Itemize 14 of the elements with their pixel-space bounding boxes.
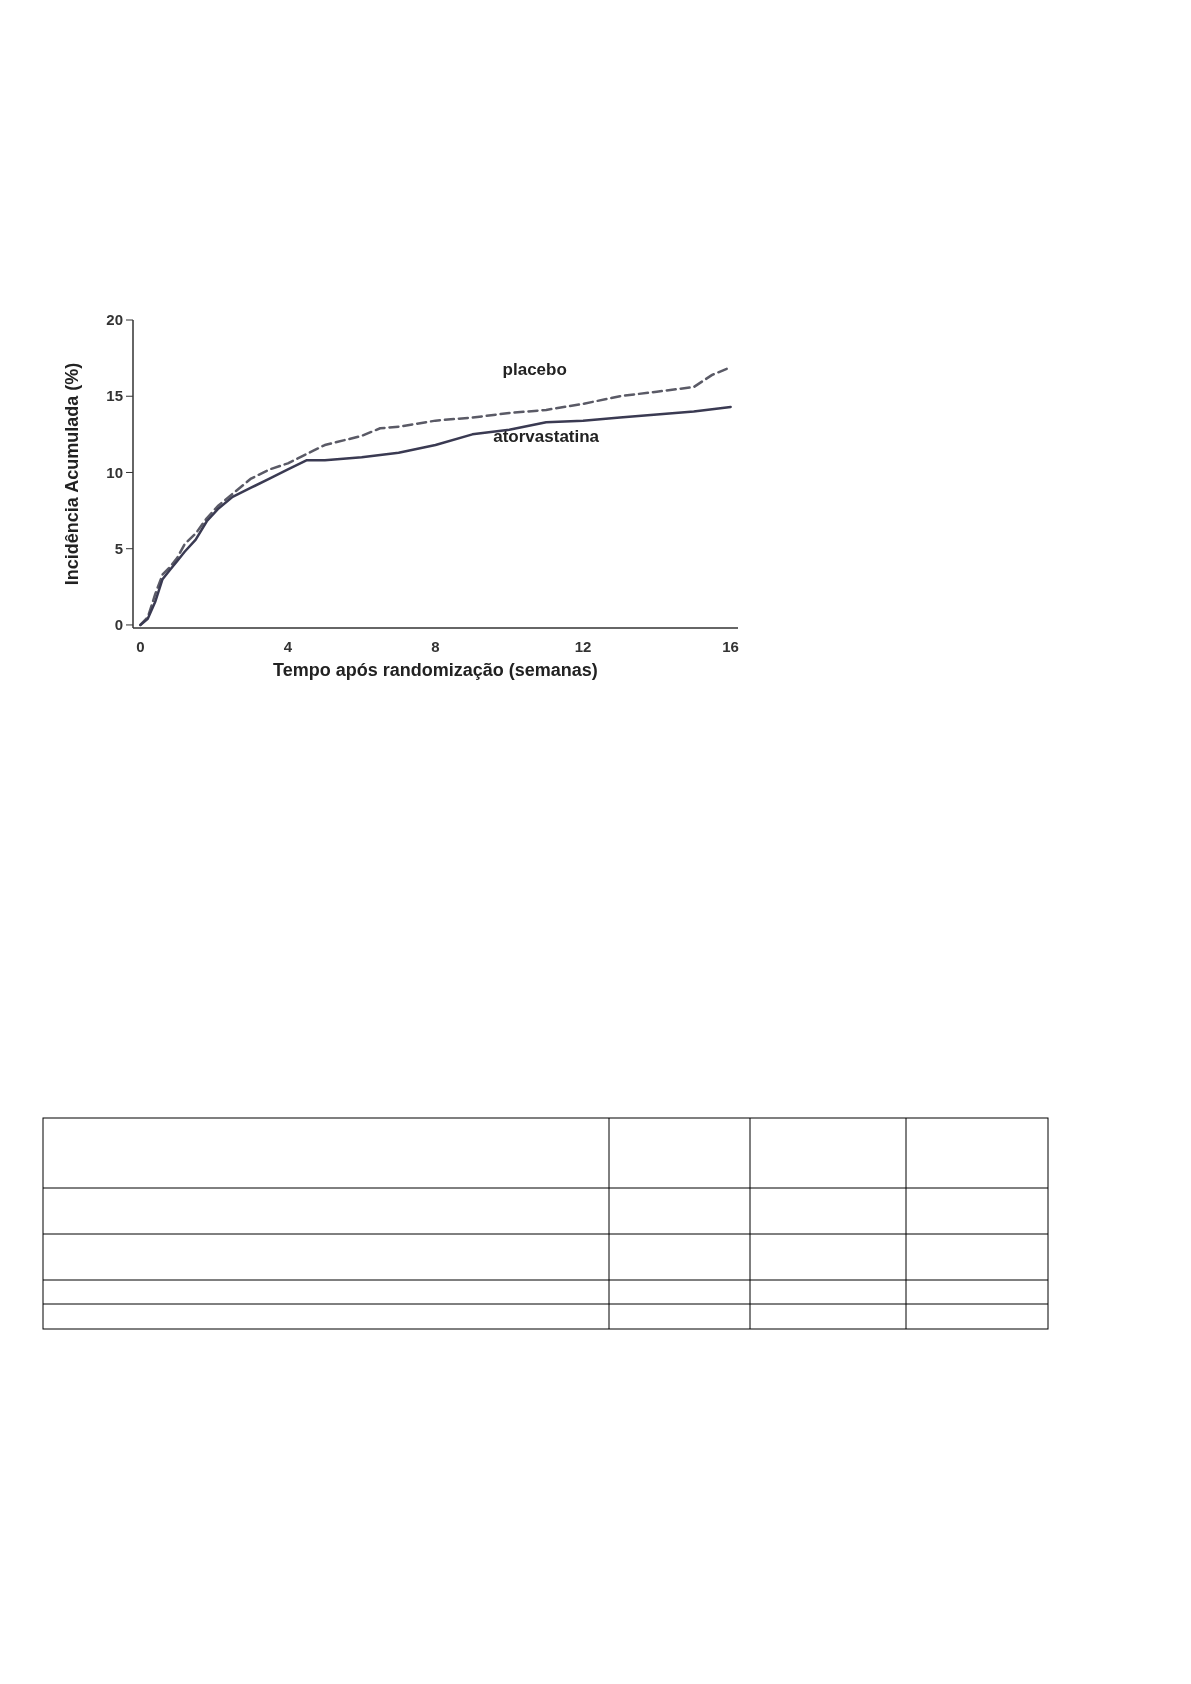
y-tick-label: 0 [114, 616, 123, 634]
series-label: placebo [502, 359, 567, 379]
y-tick-label: 20 [106, 311, 123, 329]
series-label: atorvastatina [493, 426, 600, 446]
x-tick-label: 4 [283, 638, 293, 655]
x-axis-title: Tempo após randomização (semanas) [273, 660, 598, 680]
y-axis-title: Incidência Acumulada (%) [62, 362, 82, 586]
x-tick-label: 0 [136, 638, 145, 655]
x-tick-label: 16 [722, 638, 739, 655]
x-tick-label: 8 [431, 638, 440, 655]
y-tick-label: 10 [106, 463, 123, 481]
x-tick-label: 12 [574, 638, 592, 655]
y-tick-label: 15 [106, 387, 123, 405]
y-tick-label: 5 [114, 539, 123, 557]
